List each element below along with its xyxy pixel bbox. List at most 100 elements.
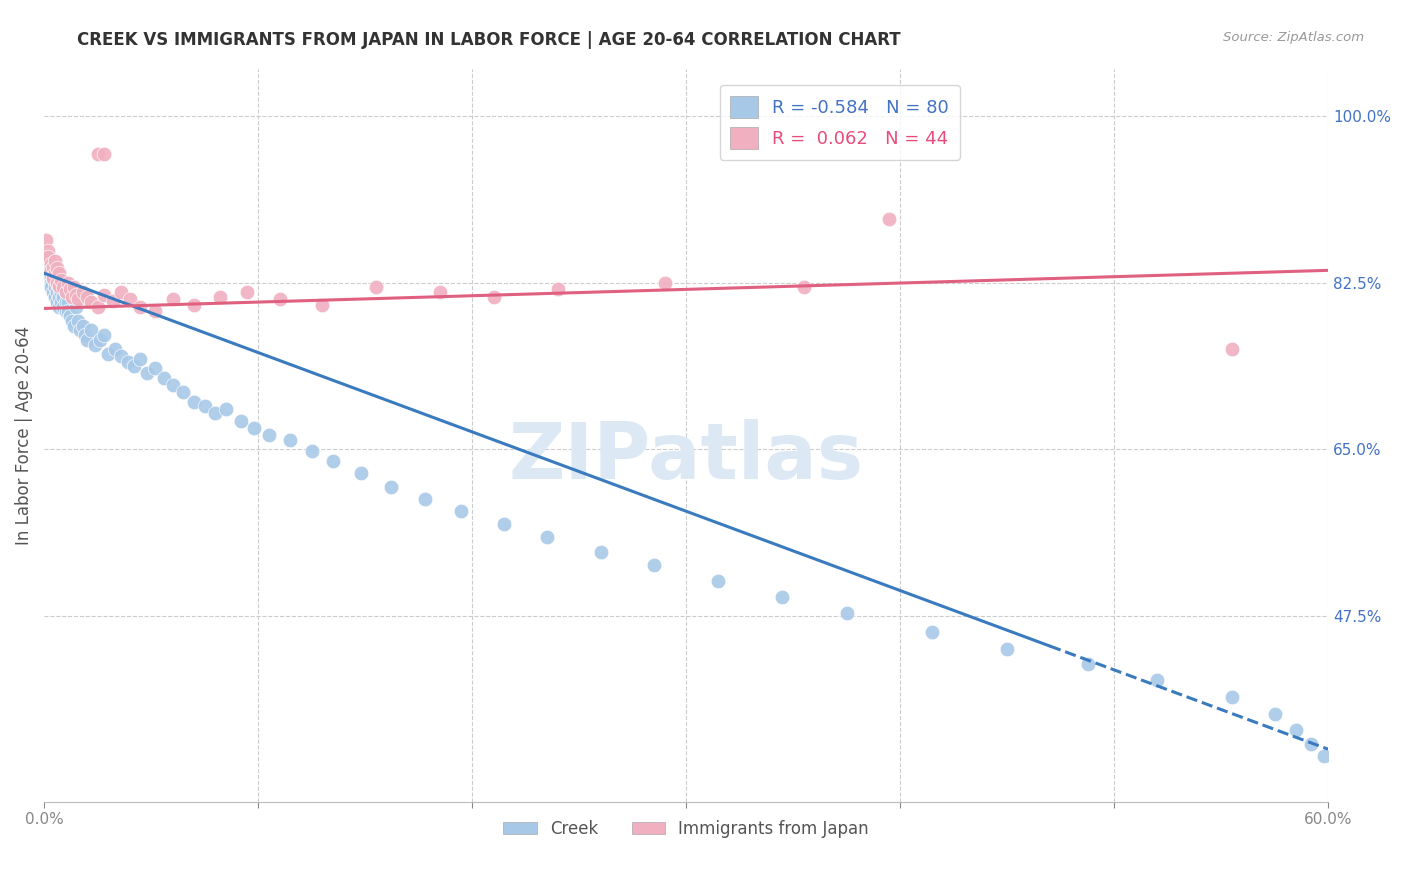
- Point: [350, 466, 373, 480]
- Point: [63, 318, 86, 333]
- Point: [73, 328, 96, 343]
- Point: [51, 273, 73, 287]
- Point: [536, 530, 558, 544]
- Point: [44, 290, 66, 304]
- Point: [129, 351, 152, 366]
- Point: [311, 298, 333, 312]
- Point: [1220, 690, 1243, 704]
- Point: [56, 276, 79, 290]
- Point: [793, 280, 815, 294]
- Point: [41, 260, 63, 274]
- Point: [44, 266, 66, 280]
- Point: [364, 280, 387, 294]
- Point: [654, 276, 676, 290]
- Point: [380, 480, 402, 494]
- Point: [46, 294, 69, 309]
- Point: [44, 261, 66, 276]
- Point: [60, 314, 83, 328]
- Point: [84, 337, 107, 351]
- Point: [56, 304, 79, 318]
- Point: [39, 280, 62, 294]
- Point: [208, 290, 231, 304]
- Point: [35, 233, 58, 247]
- Point: [39, 263, 62, 277]
- Point: [110, 349, 132, 363]
- Point: [93, 147, 115, 161]
- Point: [183, 298, 205, 312]
- Point: [269, 292, 291, 306]
- Point: [257, 428, 280, 442]
- Point: [243, 421, 266, 435]
- Point: [48, 278, 70, 293]
- Point: [41, 271, 63, 285]
- Point: [93, 288, 115, 302]
- Point: [162, 377, 184, 392]
- Point: [59, 282, 82, 296]
- Point: [118, 292, 141, 306]
- Point: [229, 414, 252, 428]
- Point: [589, 545, 612, 559]
- Point: [204, 406, 226, 420]
- Point: [59, 309, 82, 323]
- Point: [37, 261, 59, 276]
- Point: [67, 314, 90, 328]
- Y-axis label: In Labor Force | Age 20-64: In Labor Force | Age 20-64: [15, 326, 32, 545]
- Point: [122, 359, 145, 373]
- Point: [37, 244, 59, 259]
- Point: [48, 290, 70, 304]
- Point: [37, 266, 59, 280]
- Point: [69, 323, 91, 337]
- Point: [482, 290, 505, 304]
- Point: [72, 318, 94, 333]
- Point: [44, 280, 66, 294]
- Point: [1313, 748, 1336, 763]
- Point: [110, 285, 132, 300]
- Point: [72, 285, 94, 300]
- Point: [56, 294, 79, 309]
- Point: [835, 606, 858, 620]
- Point: [35, 257, 58, 271]
- Point: [1146, 673, 1168, 687]
- Point: [183, 394, 205, 409]
- Point: [145, 361, 167, 376]
- Point: [63, 280, 86, 294]
- Point: [89, 333, 111, 347]
- Point: [48, 300, 70, 314]
- Point: [41, 271, 63, 285]
- Point: [770, 590, 793, 604]
- Point: [51, 285, 73, 300]
- Point: [995, 642, 1018, 657]
- Legend: Creek, Immigrants from Japan: Creek, Immigrants from Japan: [496, 814, 876, 845]
- Text: ZIPatlas: ZIPatlas: [509, 419, 863, 495]
- Point: [52, 290, 75, 304]
- Point: [707, 574, 730, 588]
- Point: [104, 343, 127, 357]
- Point: [1285, 723, 1308, 738]
- Point: [39, 271, 62, 285]
- Point: [643, 558, 665, 573]
- Point: [1220, 343, 1243, 357]
- Point: [55, 285, 77, 300]
- Point: [1264, 706, 1286, 721]
- Point: [65, 300, 87, 314]
- Point: [93, 328, 115, 343]
- Point: [55, 304, 77, 318]
- Point: [55, 285, 77, 300]
- Point: [37, 250, 59, 264]
- Point: [76, 290, 98, 304]
- Point: [162, 292, 184, 306]
- Point: [236, 285, 259, 300]
- Point: [51, 294, 73, 309]
- Point: [41, 285, 63, 300]
- Point: [879, 211, 901, 226]
- Point: [278, 433, 301, 447]
- Point: [413, 491, 436, 506]
- Point: [60, 290, 83, 304]
- Point: [322, 454, 344, 468]
- Point: [215, 402, 238, 417]
- Point: [101, 293, 124, 308]
- Point: [48, 280, 70, 294]
- Point: [153, 371, 176, 385]
- Point: [46, 285, 69, 300]
- Point: [494, 516, 516, 531]
